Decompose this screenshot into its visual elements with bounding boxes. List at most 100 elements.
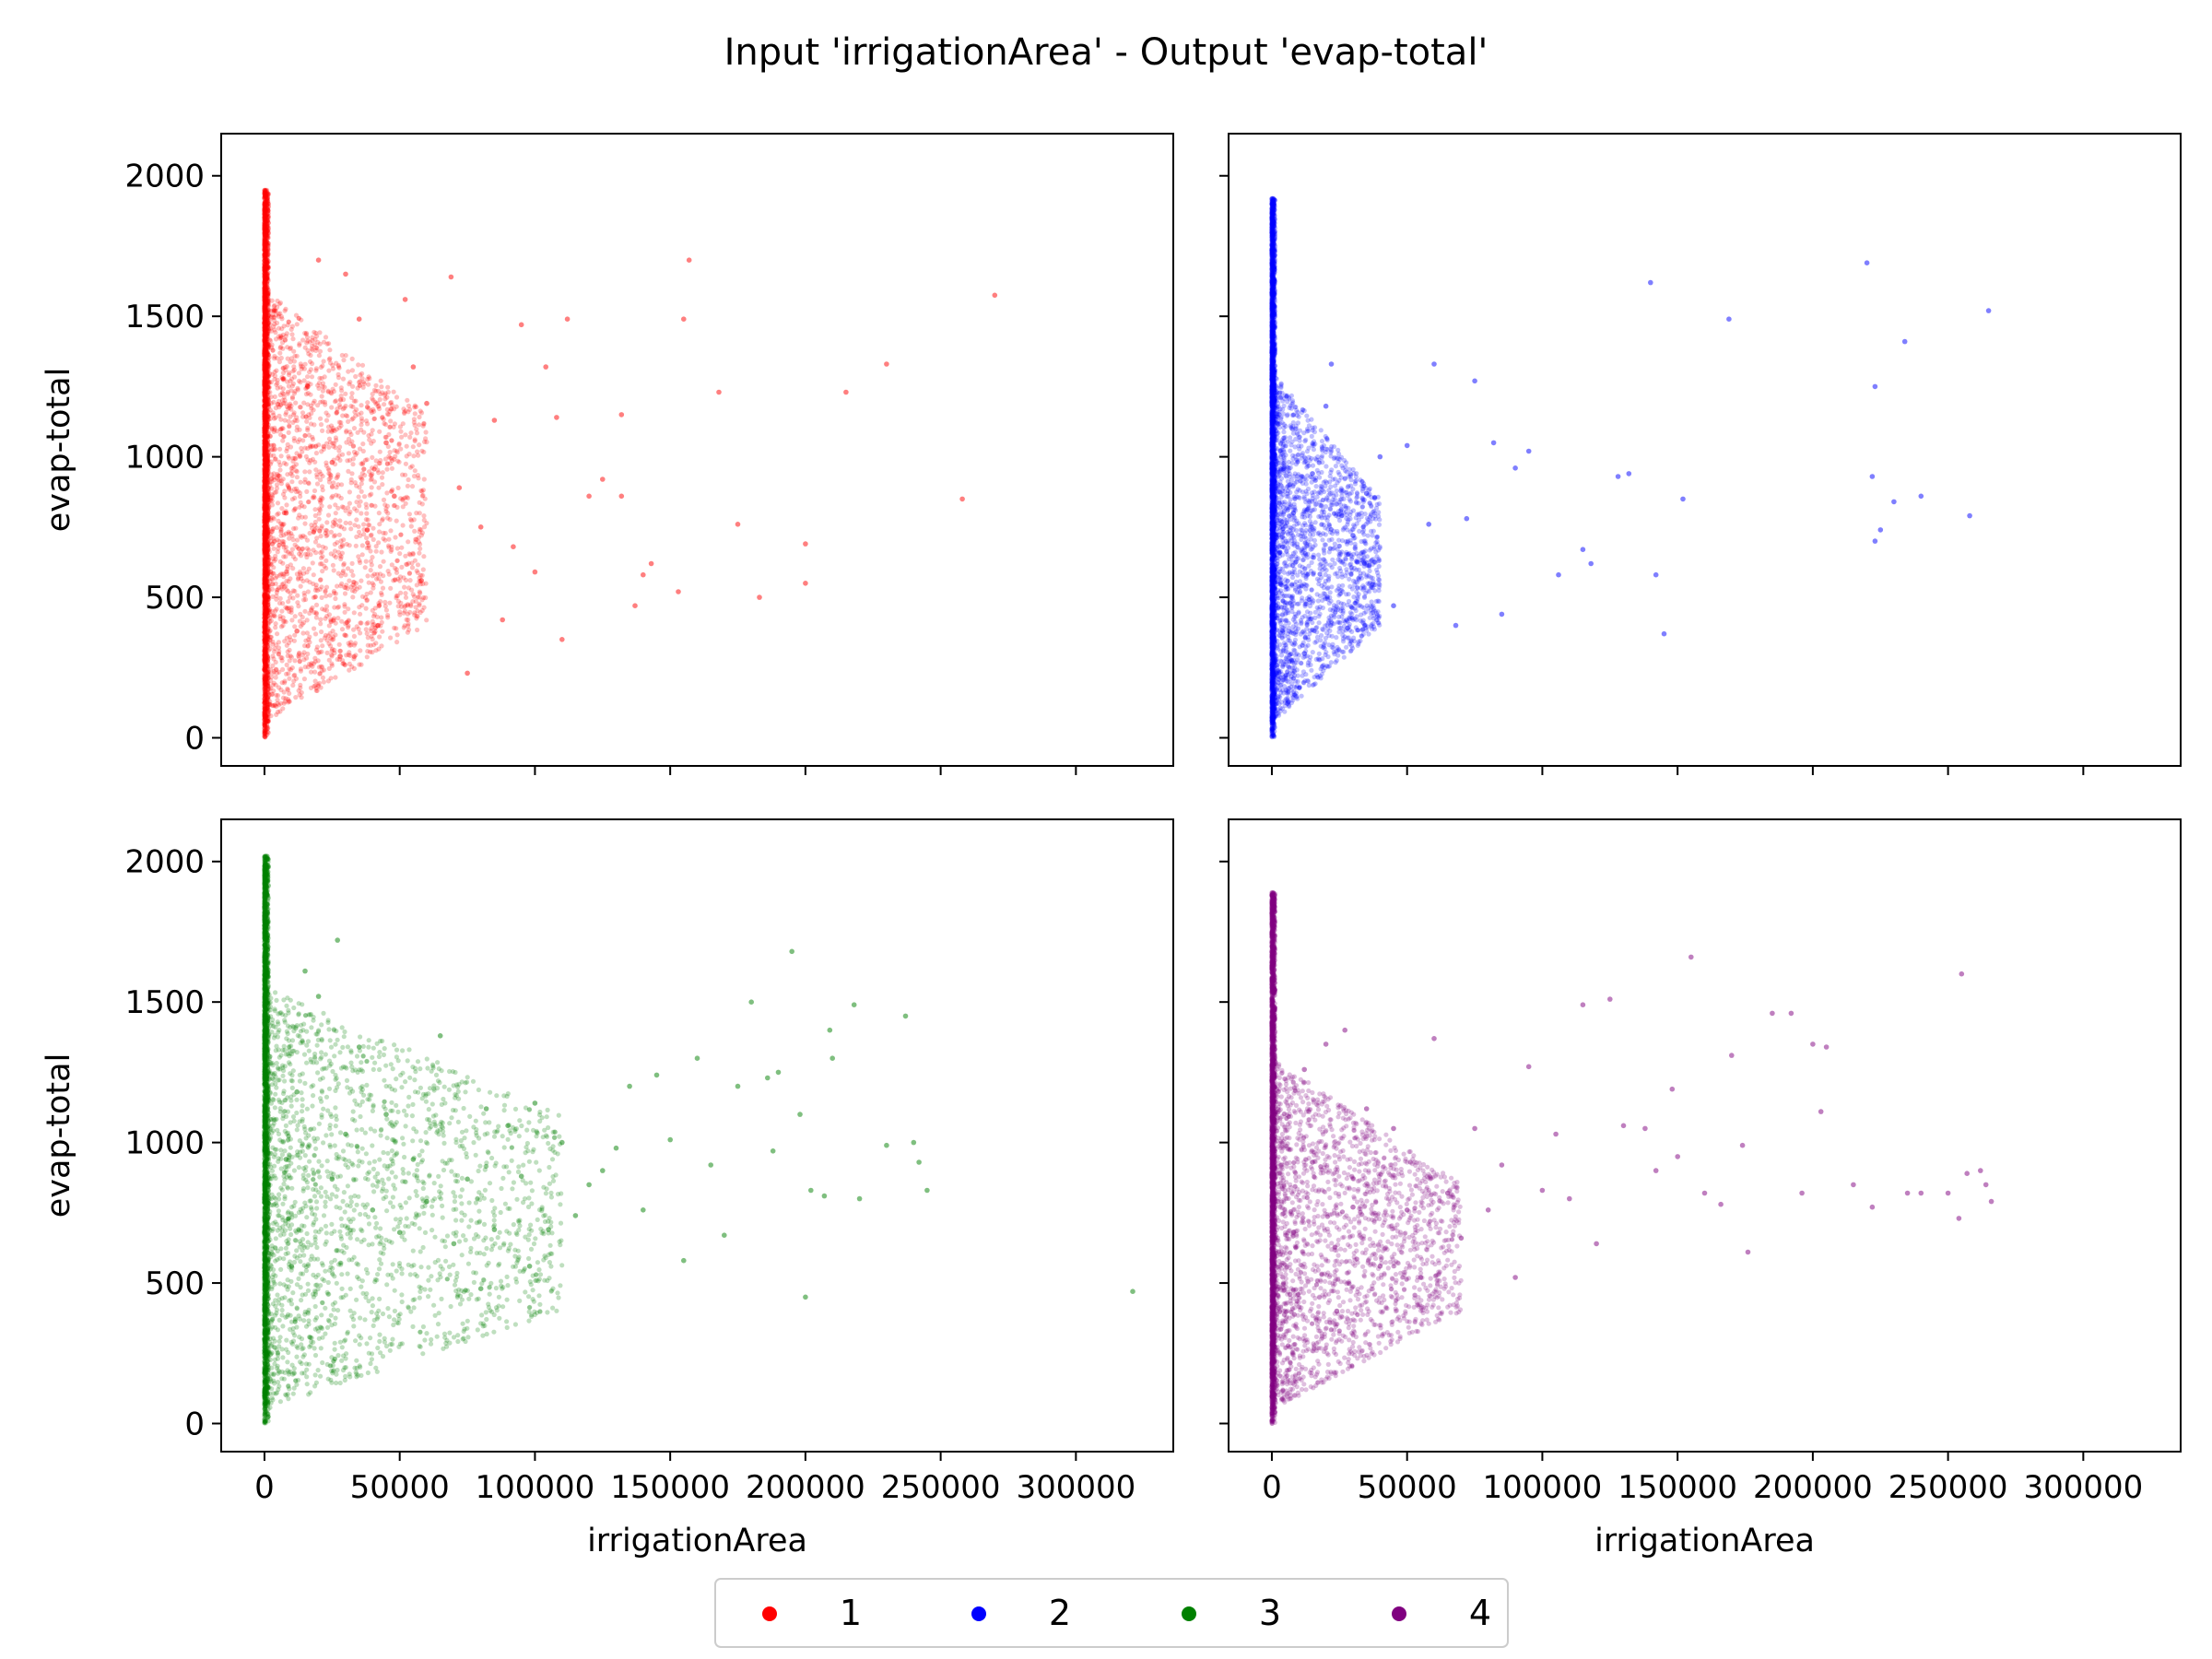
data-point bbox=[417, 442, 422, 448]
data-point bbox=[262, 295, 267, 300]
data-point bbox=[263, 240, 268, 245]
data-point bbox=[263, 542, 269, 547]
data-point bbox=[262, 218, 267, 224]
data-point bbox=[265, 290, 271, 297]
data-point bbox=[288, 607, 294, 613]
data-point bbox=[262, 559, 267, 564]
data-point bbox=[262, 447, 267, 453]
data-point bbox=[317, 671, 323, 677]
data-point bbox=[310, 343, 315, 348]
data-point bbox=[264, 584, 269, 590]
data-point bbox=[291, 364, 297, 370]
data-point bbox=[289, 497, 295, 502]
data-point bbox=[333, 445, 338, 451]
data-point bbox=[264, 677, 269, 682]
data-point bbox=[364, 511, 370, 516]
data-point bbox=[262, 667, 267, 673]
data-point bbox=[285, 445, 290, 452]
data-point bbox=[264, 471, 269, 477]
data-point bbox=[355, 429, 360, 435]
data-point bbox=[277, 346, 283, 351]
data-point bbox=[292, 588, 298, 594]
data-point bbox=[262, 571, 267, 576]
data-point bbox=[264, 567, 269, 573]
data-point bbox=[262, 601, 267, 606]
data-point bbox=[262, 285, 267, 290]
data-point bbox=[318, 621, 324, 627]
data-point bbox=[282, 418, 288, 423]
data-point bbox=[394, 558, 400, 563]
data-point bbox=[408, 524, 414, 529]
data-point bbox=[262, 627, 267, 632]
data-point bbox=[262, 265, 267, 271]
data-point bbox=[287, 535, 292, 541]
data-point bbox=[335, 482, 341, 488]
data-point bbox=[265, 198, 271, 204]
data-point bbox=[270, 493, 276, 499]
data-point bbox=[263, 581, 268, 586]
data-point bbox=[262, 552, 267, 559]
data-point bbox=[262, 653, 267, 658]
data-point bbox=[265, 702, 270, 708]
data-point bbox=[265, 362, 270, 368]
data-point bbox=[264, 493, 269, 499]
data-point bbox=[265, 453, 271, 459]
data-point bbox=[265, 241, 271, 246]
data-point bbox=[262, 483, 267, 488]
data-point bbox=[263, 369, 268, 374]
data-point bbox=[364, 591, 370, 597]
data-point bbox=[265, 531, 270, 536]
data-point bbox=[424, 618, 429, 623]
data-point bbox=[263, 459, 269, 465]
data-point bbox=[265, 311, 270, 316]
data-point bbox=[365, 522, 371, 528]
data-point bbox=[265, 535, 270, 540]
data-point bbox=[419, 501, 425, 507]
data-point bbox=[262, 471, 267, 477]
data-point bbox=[369, 441, 374, 446]
data-point bbox=[309, 523, 314, 528]
data-point bbox=[310, 360, 315, 367]
data-point bbox=[262, 392, 267, 397]
data-point bbox=[263, 505, 268, 511]
data-point bbox=[262, 619, 267, 625]
data-point bbox=[262, 302, 267, 308]
data-point bbox=[264, 641, 269, 647]
data-point bbox=[262, 412, 267, 418]
data-point bbox=[262, 566, 267, 572]
data-point bbox=[277, 595, 283, 602]
data-point bbox=[262, 338, 267, 344]
data-point bbox=[320, 484, 325, 489]
data-point bbox=[263, 453, 268, 459]
data-point bbox=[293, 400, 299, 406]
data-point bbox=[264, 458, 269, 464]
data-point bbox=[500, 617, 505, 623]
data-point bbox=[263, 285, 268, 290]
data-point bbox=[264, 535, 270, 541]
data-point bbox=[262, 534, 268, 539]
data-point bbox=[263, 535, 268, 540]
data-point bbox=[262, 535, 267, 540]
data-point bbox=[262, 443, 267, 449]
data-point bbox=[263, 481, 268, 487]
data-point bbox=[263, 304, 268, 310]
data-point bbox=[394, 546, 400, 551]
data-point bbox=[326, 341, 332, 347]
data-point bbox=[263, 268, 268, 274]
data-point bbox=[263, 525, 268, 531]
data-point bbox=[264, 581, 269, 586]
data-point bbox=[262, 704, 267, 710]
data-point bbox=[265, 293, 271, 299]
data-point bbox=[265, 508, 271, 513]
data-point bbox=[330, 428, 335, 433]
data-point bbox=[263, 618, 268, 623]
data-point bbox=[314, 346, 320, 351]
data-point bbox=[265, 501, 270, 507]
data-point bbox=[385, 612, 391, 618]
data-point bbox=[262, 444, 267, 450]
data-point bbox=[265, 195, 270, 201]
data-point bbox=[416, 453, 421, 458]
data-point bbox=[264, 488, 269, 494]
data-point bbox=[262, 472, 268, 477]
data-point bbox=[348, 477, 354, 483]
